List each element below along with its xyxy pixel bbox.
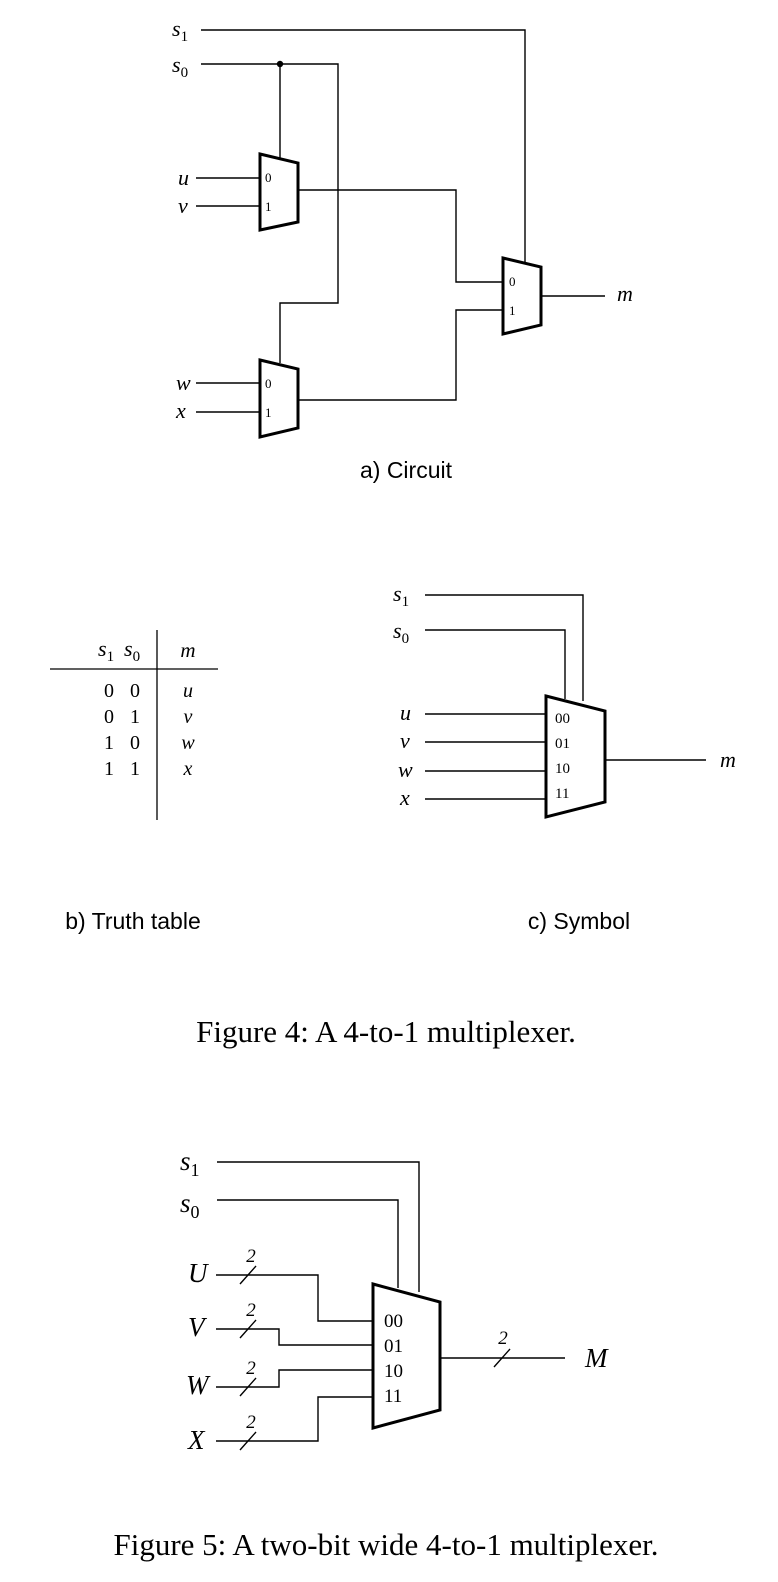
- wire-s1: [217, 1161, 420, 1292]
- port-11: 11: [555, 786, 569, 802]
- label-W: W: [186, 1370, 211, 1400]
- wire-s0: [201, 63, 339, 363]
- label-v: v: [178, 193, 188, 218]
- bus-width-U: 2: [246, 1246, 256, 1267]
- port-11: 11: [384, 1386, 402, 1407]
- cell-s0: 1: [130, 758, 140, 780]
- cell-s0: 1: [130, 706, 140, 728]
- wire-s0: [425, 629, 566, 699]
- bus-slash: [239, 1431, 257, 1451]
- bus-width-W: 2: [246, 1358, 256, 1379]
- port-00: 00: [384, 1311, 403, 1332]
- bus-slash: [239, 1377, 257, 1397]
- figure-4-title: Figure 4: A 4-to-1 multiplexer.: [196, 1014, 576, 1049]
- header-s0: s0: [124, 636, 140, 665]
- caption-symbol: c) Symbol: [528, 908, 630, 934]
- cell-m: x: [183, 758, 193, 780]
- mux-final: [501, 256, 543, 336]
- bus-U: [216, 1274, 373, 1322]
- junction-dot: [276, 60, 284, 68]
- cell-s0: 0: [130, 680, 140, 702]
- label-V: V: [188, 1312, 208, 1342]
- label-M: M: [584, 1343, 609, 1373]
- label-u: u: [178, 165, 189, 190]
- port-00: 00: [555, 711, 570, 727]
- label-X: X: [187, 1425, 206, 1455]
- wire-mux-upper-out: [298, 189, 503, 283]
- mux-symbol: [544, 694, 607, 819]
- mux-upper-port-1: 1: [265, 199, 272, 214]
- cell-s1: 0: [104, 706, 114, 728]
- wire-s1: [425, 594, 584, 701]
- cell-m: u: [183, 680, 193, 702]
- label-x: x: [175, 398, 186, 423]
- label-s0: s0: [393, 618, 409, 647]
- bus-slash: [239, 1319, 257, 1339]
- label-m: m: [617, 281, 633, 306]
- figure-4c-symbol: s1 s0 u v w x 00 01 10 11 m c) Symbol: [393, 581, 736, 934]
- figure-5-two-bit-mux: s1 s0 U V W X 2 2 2 2 2 00 01 10 11 M: [180, 1146, 609, 1455]
- wire-s0: [217, 1199, 399, 1288]
- label-U: U: [188, 1258, 209, 1288]
- mux-lower: [258, 358, 300, 439]
- port-10: 10: [384, 1361, 403, 1382]
- cell-s1: 0: [104, 680, 114, 702]
- label-w: w: [398, 757, 413, 782]
- bus-X: [216, 1396, 373, 1442]
- caption-truth-table: b) Truth table: [65, 908, 201, 934]
- header-m: m: [180, 638, 195, 662]
- mux-upper: [258, 152, 300, 232]
- bus-W: [216, 1369, 373, 1388]
- table-row: 0 0 u: [104, 680, 193, 702]
- label-s1: s1: [393, 581, 409, 610]
- header-s1: s1: [98, 636, 114, 665]
- port-01: 01: [555, 736, 570, 752]
- table-row: 1 0 w: [104, 732, 195, 754]
- caption-circuit: a) Circuit: [360, 457, 453, 483]
- figure-5-title: Figure 5: A two-bit wide 4-to-1 multiple…: [113, 1527, 658, 1562]
- bus-width-V: 2: [246, 1300, 256, 1321]
- bus-V: [216, 1328, 373, 1346]
- label-u: u: [400, 700, 411, 725]
- mux-lower-port-0: 0: [265, 376, 272, 391]
- table-row: 1 1 x: [104, 758, 193, 780]
- cell-m: v: [184, 706, 193, 728]
- wire-s1: [201, 29, 526, 265]
- label-m: m: [720, 747, 736, 772]
- cell-s0: 0: [130, 732, 140, 754]
- mux-two-bit: [371, 1282, 442, 1430]
- table-row: 0 1 v: [104, 706, 193, 728]
- wire-mux-lower-out: [298, 309, 503, 401]
- figure-4a-circuit: s1 s0 u v w x 0 1 0 1 0 1 m a): [172, 16, 633, 483]
- cell-s1: 1: [104, 732, 114, 754]
- port-01: 01: [384, 1336, 403, 1357]
- label-s1: s1: [180, 1146, 200, 1180]
- mux-final-port-0: 0: [509, 274, 516, 289]
- label-v: v: [400, 728, 410, 753]
- mux-upper-port-0: 0: [265, 170, 272, 185]
- port-10: 10: [555, 761, 570, 777]
- cell-s1: 1: [104, 758, 114, 780]
- label-s1: s1: [172, 16, 188, 45]
- bus-slash: [239, 1265, 257, 1285]
- label-x: x: [399, 785, 410, 810]
- cell-m: w: [181, 732, 195, 754]
- mux-lower-port-1: 1: [265, 405, 272, 420]
- bus-width-M: 2: [498, 1328, 508, 1349]
- label-w: w: [176, 370, 191, 395]
- bus-width-X: 2: [246, 1412, 256, 1433]
- label-s0: s0: [172, 52, 188, 81]
- label-s0: s0: [180, 1188, 200, 1222]
- mux-final-port-1: 1: [509, 303, 516, 318]
- figure-4b-truth-table: s1 s0 m 0 0 u 0 1 v 1 0 w 1 1 x b) Truth…: [50, 630, 218, 934]
